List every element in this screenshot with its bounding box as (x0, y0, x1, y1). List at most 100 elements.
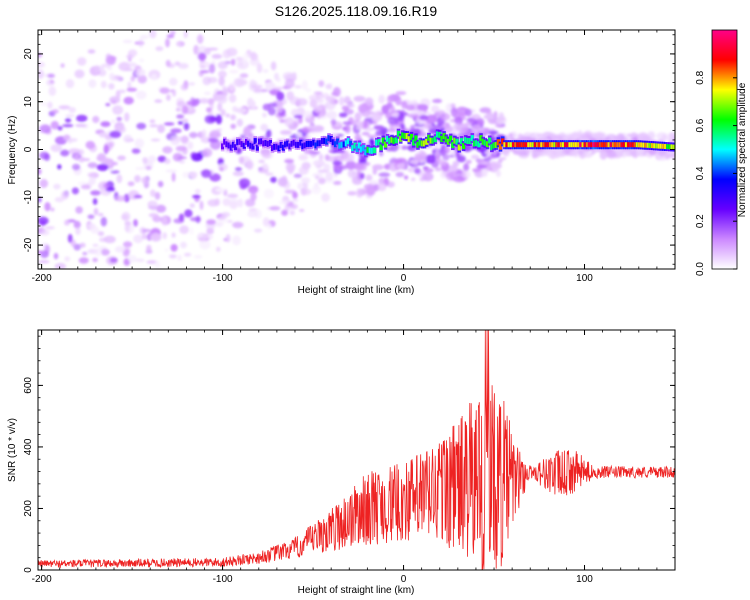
spectrogram-ridge-cell (284, 141, 288, 148)
spectrogram-cell (342, 121, 352, 125)
spectrogram-cell (471, 113, 481, 120)
spectrogram-cell (57, 164, 62, 170)
spectrogram-ridge-cell (451, 142, 455, 149)
spectrogram-cell (128, 62, 137, 68)
spectrogram-cell (321, 193, 330, 202)
spectrogram-ridge-cell (488, 137, 492, 144)
spectrogram-cell (136, 122, 147, 130)
spectrogram-cell (109, 257, 118, 263)
spectrogram-cell (189, 226, 194, 236)
spectrogram-ridge-cell (555, 142, 559, 148)
spectrogram-cell (148, 155, 157, 164)
spectrogram-cell (178, 213, 185, 222)
spectrogram-cell (495, 169, 501, 178)
spectrogram-cell (343, 108, 354, 115)
spectrogram-cell (201, 169, 212, 178)
spectrogram-cell (303, 110, 313, 119)
spectrogram-ridge-cell (585, 142, 589, 148)
spectrogram-ridge-cell (223, 138, 227, 145)
spectrogram-cell (327, 110, 338, 120)
spectrogram-cell (284, 117, 295, 127)
spectrogram-ridge-cell (540, 142, 544, 148)
spectrogram-cell (195, 215, 201, 224)
spectrogram-ridge-cell (229, 144, 233, 151)
spectrogram-cell (97, 231, 105, 237)
spectrogram-cell (122, 39, 133, 44)
spectrogram-ridge-cell (329, 136, 333, 142)
spectrogram-cell (419, 151, 428, 161)
spectrogram-cell (135, 68, 146, 77)
spectrogram-cell (387, 128, 397, 133)
spectrogram-ridge-cell (327, 135, 331, 142)
spectrogram-cell (456, 155, 466, 163)
spectrogram-ridge-cell (360, 146, 364, 153)
spectrogram-cell (330, 119, 337, 126)
spectrogram-ridge-cell (668, 144, 672, 150)
spectrogram-cell (87, 162, 98, 169)
spectrogram-ridge-cell (453, 137, 457, 144)
snr-ticks: -200 -100 0 100 0 200 400 600 (23, 330, 676, 585)
spectrogram-cell (169, 30, 174, 34)
spectrogram-cell (82, 251, 88, 256)
spectrogram-cell (293, 173, 302, 178)
spectrogram-cell (170, 244, 178, 252)
spectrogram-cell (58, 105, 71, 110)
spectrogram-cell (475, 118, 485, 127)
spectrogram-cell (77, 181, 88, 186)
spectrogram-ridge-cell (598, 142, 602, 148)
spectrogram-cell (90, 190, 101, 196)
spectrogram-cell (245, 160, 254, 170)
spectrogram-ridge-cell (438, 131, 442, 138)
spectrogram-cell (435, 154, 441, 163)
spectrogram-cell (103, 144, 110, 154)
spectrogram-cell (197, 232, 207, 242)
spectrogram-cell (154, 192, 161, 200)
spectrogram-ridge-cell (546, 142, 550, 148)
spectrogram-ridge-cell (444, 136, 448, 143)
spectrogram-cell (92, 198, 98, 205)
spectrogram-cell (124, 112, 130, 122)
spectrogram-cell (250, 192, 257, 201)
spectrogram-cell (38, 197, 42, 203)
spectrogram-cell (365, 174, 373, 181)
spectrogram-cell (38, 216, 49, 225)
spectrogram-ridge-cell (640, 142, 644, 148)
spectrogram-cell (292, 191, 298, 199)
spectrogram-ridge-cell (470, 135, 474, 142)
spectrogram-cell (285, 78, 295, 89)
spectrogram-cell (39, 124, 51, 134)
spectrogram-cell (532, 132, 540, 138)
colorbar-tick-label: 0.4 (695, 166, 706, 180)
spectrogram-cell (197, 34, 204, 44)
spectrogram-cell (131, 148, 141, 154)
spectrogram-cell (38, 168, 42, 175)
spectrogram-ridge-cell (342, 141, 346, 148)
spectrogram-cell (133, 194, 143, 199)
spectrogram-cell (433, 125, 443, 131)
spectrogram-cell (211, 54, 223, 59)
spectrogram-ridge-cell (429, 137, 433, 144)
spectrogram-cell (192, 194, 201, 199)
spectrogram-cell (232, 235, 241, 246)
spectrogram-cell (348, 104, 356, 108)
spectrogram-ridge-cell (401, 132, 405, 139)
colorbar-label: Normalized spectral amplitude (737, 82, 748, 217)
spectrogram-cell (262, 112, 267, 118)
spectrogram-ridge-cell (286, 140, 290, 147)
spectrogram-cell (79, 242, 86, 248)
spectrogram-cell (75, 123, 87, 128)
spectrogram-cell (227, 219, 233, 223)
spectrogram-cell (294, 85, 302, 89)
spectrogram-cell (298, 154, 309, 161)
spectrogram-cell (261, 163, 269, 174)
spectrogram-cell (74, 153, 79, 161)
spectrogram-ridge-cell (349, 140, 353, 147)
spectrogram-ridge-cell (238, 138, 242, 145)
spectrogram-ridge-cell (307, 140, 311, 147)
spectrogram-cell (54, 196, 65, 203)
spectrogram-cell (298, 166, 309, 175)
spectrogram-cell (291, 198, 299, 203)
spectrogram-ridge-cell (544, 142, 548, 148)
spectrogram-cell (77, 57, 87, 66)
